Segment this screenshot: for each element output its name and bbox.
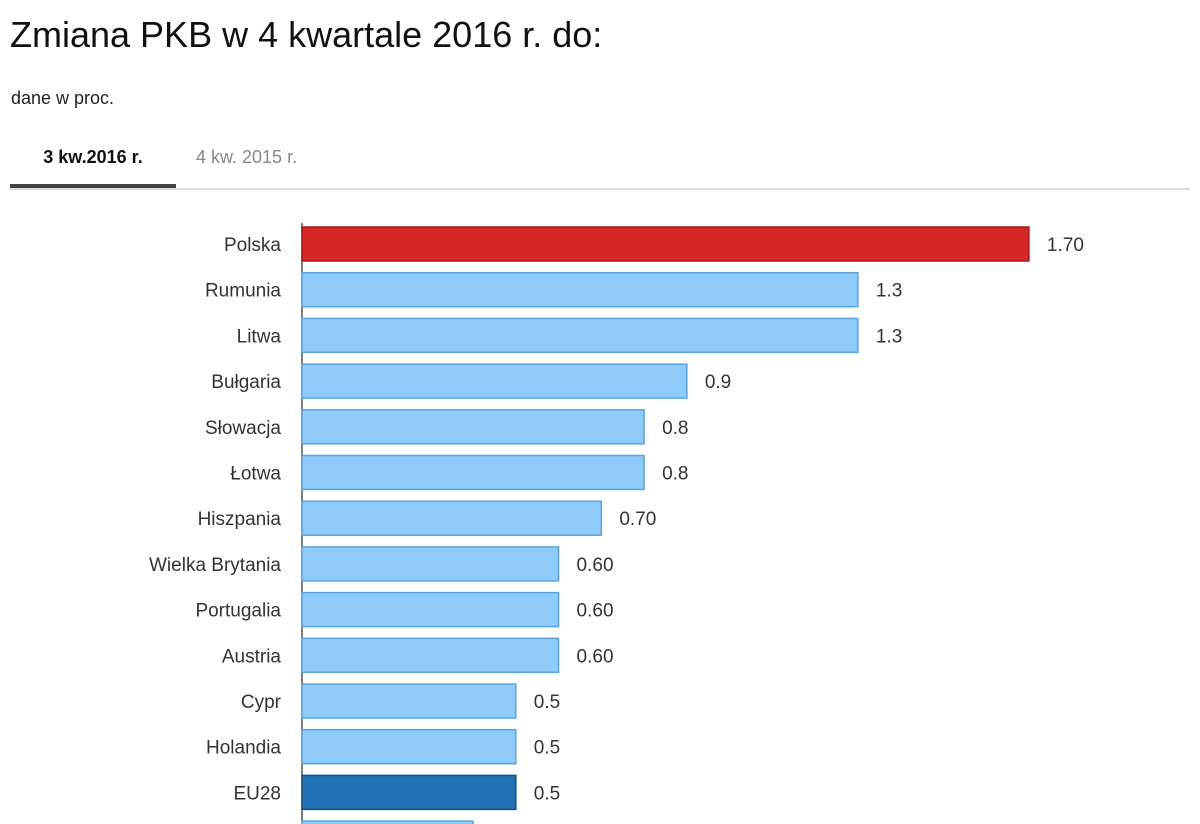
category-label: Litwa (237, 326, 282, 347)
category-label: Cypr (241, 692, 282, 713)
bar-wielka-brytania[interactable] (301, 546, 560, 582)
category-label: EU28 (233, 783, 281, 804)
value-label: 0.8 (662, 418, 688, 439)
category-label: Łotwa (230, 464, 281, 485)
value-label: 0.70 (619, 509, 656, 530)
gdp-bar-chart: Polska 1.70 Rumunia 1.3 Litwa 1.3 Bułgaria 0.9 S… (149, 223, 1084, 824)
category-label: Portugalia (195, 601, 281, 622)
category-label: Bułgaria (211, 372, 281, 393)
value-label: 0.60 (577, 601, 614, 622)
bar-cypr[interactable] (301, 683, 517, 719)
value-label: 1.70 (1047, 235, 1084, 256)
bar-litwa[interactable] (301, 317, 859, 354)
tab-q3-2016[interactable]: 3 kw.2016 r. (10, 130, 176, 188)
bar-partial-next (301, 820, 474, 824)
bar-polska[interactable] (301, 226, 1030, 262)
value-label: 0.60 (577, 646, 614, 667)
category-label: Rumunia (205, 281, 281, 302)
bar-portugalia[interactable] (301, 591, 560, 628)
category-label: Holandia (206, 738, 281, 759)
tab-q4-2015[interactable]: 4 kw. 2015 r. (196, 147, 298, 167)
value-label: 1.3 (876, 281, 902, 302)
value-label: 0.60 (577, 555, 614, 576)
value-label: 0.9 (705, 372, 731, 393)
bar-bułgaria[interactable] (301, 363, 688, 399)
category-label: Polska (224, 235, 281, 256)
chart-subtitle: dane w proc. (11, 88, 115, 108)
category-label: Wielka Brytania (149, 555, 281, 576)
category-label: Hiszpania (198, 509, 282, 530)
bar-holandia[interactable] (301, 728, 517, 765)
period-tabs: 3 kw.2016 r. 4 kw. 2015 r. (10, 130, 1190, 190)
value-label: 0.5 (534, 783, 560, 804)
value-label: 0.5 (534, 738, 560, 759)
bar-łotwa[interactable] (301, 454, 645, 491)
value-label: 0.8 (662, 464, 688, 485)
bar-austria[interactable] (301, 637, 560, 674)
bar-hiszpania[interactable] (301, 500, 603, 536)
value-label: 0.5 (534, 692, 560, 713)
bar-eu28[interactable] (301, 774, 517, 811)
bar-rumunia[interactable] (301, 271, 859, 308)
category-label: Austria (222, 646, 282, 667)
page-title: Zmiana PKB w 4 kwartale 2016 r. do: (10, 14, 603, 55)
category-label: Słowacja (205, 418, 281, 439)
bar-słowacja[interactable] (301, 409, 645, 445)
value-label: 1.3 (876, 326, 902, 347)
